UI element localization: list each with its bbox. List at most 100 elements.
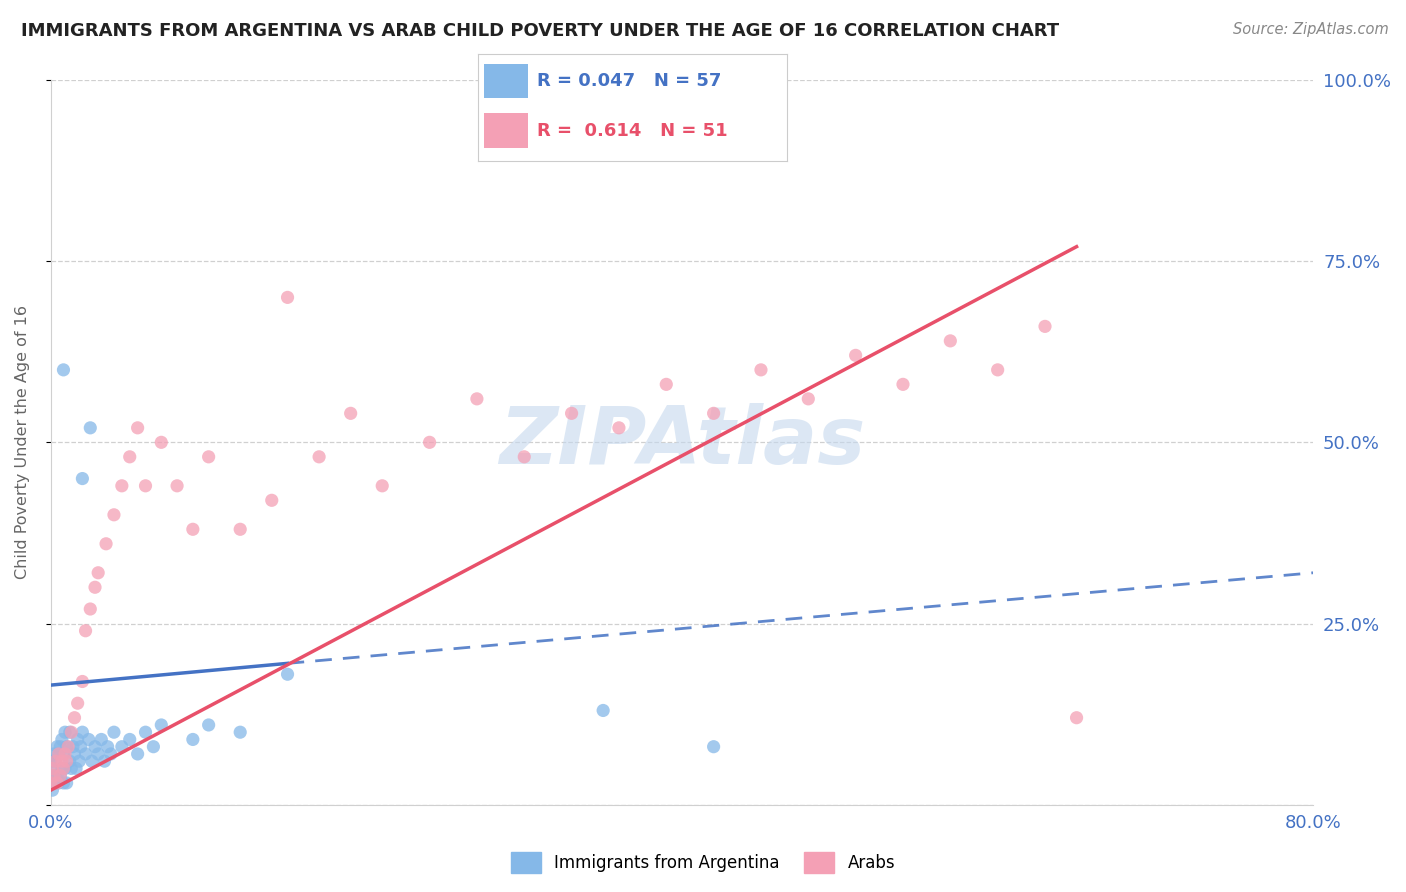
Point: [53, 725, 76, 739]
Point: [134, 725, 156, 739]
Point: [592, 703, 614, 717]
Point: [75, 747, 97, 761]
Point: [260, 493, 283, 508]
Point: [39, 776, 62, 790]
Point: [197, 718, 219, 732]
Point: [150, 435, 173, 450]
Point: [51, 761, 73, 775]
Point: [93, 754, 115, 768]
Point: [63, 711, 86, 725]
Point: [142, 739, 165, 754]
Point: [127, 421, 149, 435]
Point: [111, 739, 134, 754]
Point: [45, 754, 67, 768]
Point: [181, 522, 204, 536]
Point: [42, 747, 65, 761]
Point: [103, 725, 125, 739]
Point: [891, 377, 914, 392]
Point: [371, 479, 394, 493]
Point: [41, 783, 63, 797]
Point: [845, 348, 868, 362]
Point: [53, 761, 76, 775]
Text: ZIPAtlas: ZIPAtlas: [499, 403, 865, 482]
Point: [72, 725, 94, 739]
Point: [66, 696, 89, 710]
Point: [939, 334, 962, 348]
Point: [55, 739, 77, 754]
Legend: Immigrants from Argentina, Arabs: Immigrants from Argentina, Arabs: [503, 846, 903, 880]
Point: [229, 725, 252, 739]
Point: [41, 761, 63, 775]
Point: [52, 747, 75, 761]
Point: [65, 761, 87, 775]
Point: [150, 718, 173, 732]
Point: [41, 761, 63, 775]
Point: [59, 754, 82, 768]
Point: [607, 421, 630, 435]
Point: [703, 739, 725, 754]
Text: R =  0.614   N = 51: R = 0.614 N = 51: [537, 121, 727, 139]
Text: Source: ZipAtlas.com: Source: ZipAtlas.com: [1233, 22, 1389, 37]
Point: [52, 776, 75, 790]
Point: [58, 739, 80, 754]
Point: [87, 747, 110, 761]
Point: [90, 732, 112, 747]
Point: [45, 754, 67, 768]
Point: [465, 392, 488, 406]
Point: [66, 732, 89, 747]
Point: [42, 769, 65, 783]
Point: [53, 747, 76, 761]
Point: [72, 674, 94, 689]
FancyBboxPatch shape: [484, 64, 527, 98]
Point: [655, 377, 678, 392]
Point: [181, 732, 204, 747]
Point: [84, 739, 107, 754]
Point: [55, 754, 77, 768]
Point: [72, 472, 94, 486]
Point: [42, 769, 65, 783]
Point: [797, 392, 820, 406]
Point: [513, 450, 536, 464]
Point: [87, 566, 110, 580]
Point: [63, 747, 86, 761]
Point: [51, 732, 73, 747]
Point: [80, 754, 103, 768]
Point: [48, 747, 70, 761]
Point: [55, 776, 77, 790]
Point: [39, 754, 62, 768]
Point: [277, 667, 299, 681]
Point: [166, 479, 188, 493]
Point: [277, 290, 299, 304]
Point: [118, 732, 141, 747]
Point: [118, 450, 141, 464]
Point: [52, 363, 75, 377]
Point: [77, 732, 100, 747]
Point: [49, 769, 72, 783]
Point: [84, 580, 107, 594]
Text: IMMIGRANTS FROM ARGENTINA VS ARAB CHILD POVERTY UNDER THE AGE OF 16 CORRELATION : IMMIGRANTS FROM ARGENTINA VS ARAB CHILD …: [21, 22, 1059, 40]
Point: [94, 537, 117, 551]
Point: [46, 776, 69, 790]
Point: [45, 776, 67, 790]
Point: [60, 761, 83, 775]
Point: [987, 363, 1010, 377]
Point: [60, 725, 83, 739]
Point: [51, 754, 73, 768]
Point: [49, 769, 72, 783]
Point: [127, 747, 149, 761]
Point: [79, 602, 101, 616]
Text: R = 0.047   N = 57: R = 0.047 N = 57: [537, 72, 721, 90]
Point: [48, 747, 70, 761]
Point: [561, 406, 583, 420]
Point: [703, 406, 725, 420]
Point: [749, 363, 772, 377]
Point: [48, 776, 70, 790]
Point: [339, 406, 361, 420]
Point: [75, 624, 97, 638]
Point: [111, 479, 134, 493]
FancyBboxPatch shape: [484, 113, 527, 148]
Point: [49, 739, 72, 754]
Point: [67, 754, 90, 768]
Point: [52, 761, 75, 775]
Point: [308, 450, 330, 464]
